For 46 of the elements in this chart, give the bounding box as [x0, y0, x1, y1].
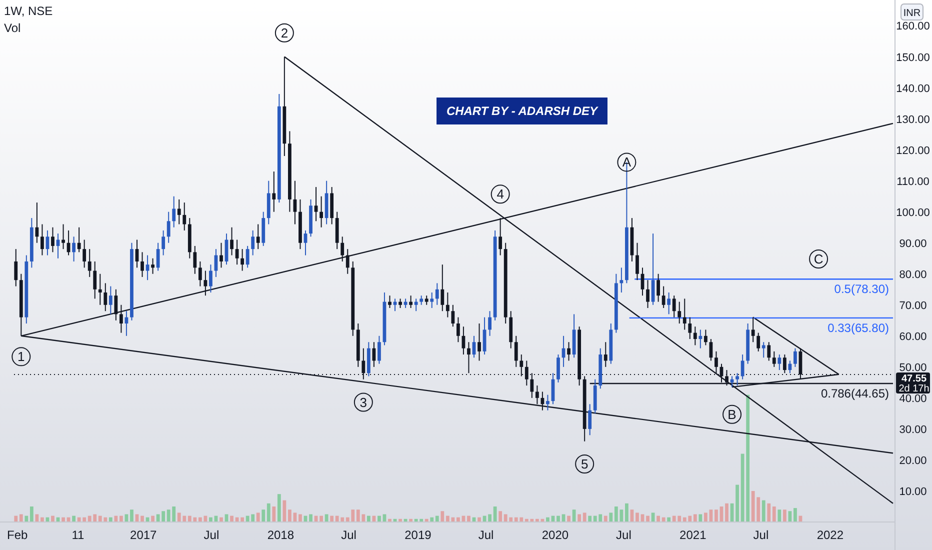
y-tick-label: 30.00: [899, 424, 927, 436]
y-tick-label: 90.00: [899, 238, 927, 250]
x-tick-label: Jul: [753, 528, 769, 542]
x-tick-label: 2022: [816, 528, 844, 542]
x-tick-label: 2018: [267, 528, 294, 542]
x-tick-label: Jul: [478, 528, 494, 542]
annotation: A: [622, 154, 632, 170]
y-tick-label: 120.00: [896, 144, 930, 157]
series-label: 0.33(65.80): [828, 320, 889, 335]
y-tick-label: 60.00: [899, 330, 927, 343]
series-label: 0.5(78.30): [834, 282, 890, 296]
annotation: 5: [580, 456, 588, 472]
annotation: C: [814, 251, 824, 266]
y-tick-label: 20.00: [899, 454, 927, 467]
x-tick-label: Feb: [7, 528, 28, 542]
series-label: 0.786(44.65): [820, 386, 889, 401]
y-tick-label: 110.00: [896, 176, 930, 188]
y-tick-label: 40.00: [899, 392, 927, 405]
ref-line-label: 47.55: [901, 374, 927, 385]
y-tick-label: 70.00: [899, 300, 927, 312]
y-tick-label: 100.00: [896, 206, 930, 219]
annotation: 3: [360, 394, 368, 410]
x-tick-label: 2020: [542, 528, 569, 542]
y-tick-label: 10.00: [899, 486, 927, 498]
y-tick-label: 160.00: [896, 20, 930, 33]
text: 2d 17h: [898, 384, 930, 395]
x-tick-label: 2021: [680, 528, 707, 542]
x-tick-label: Jul: [616, 528, 632, 542]
annotation: CHART BY - ADARSH DEY: [446, 104, 599, 118]
y-tick-label: 130.00: [896, 114, 930, 126]
y-tick-label: 50.00: [899, 362, 927, 374]
x-tick-label: Jul: [341, 528, 356, 542]
x-tick-label: 2017: [130, 528, 158, 542]
x-tick-label: 11: [72, 528, 84, 542]
text: INR: [903, 8, 921, 19]
annotation: 2: [280, 25, 288, 40]
x-tick-label: 2019: [404, 528, 432, 542]
annotation: B: [728, 406, 736, 422]
y-tick-label: 140.00: [896, 82, 930, 95]
x-tick-label: Jul: [204, 528, 220, 542]
annotation: Vol: [4, 21, 21, 35]
y-tick-label: 80.00: [899, 268, 927, 281]
annotation: 4: [496, 186, 504, 202]
chart-title: 1W, NSE: [4, 4, 53, 18]
annotation: 1: [18, 349, 25, 364]
y-tick-label: 150.00: [896, 52, 930, 64]
